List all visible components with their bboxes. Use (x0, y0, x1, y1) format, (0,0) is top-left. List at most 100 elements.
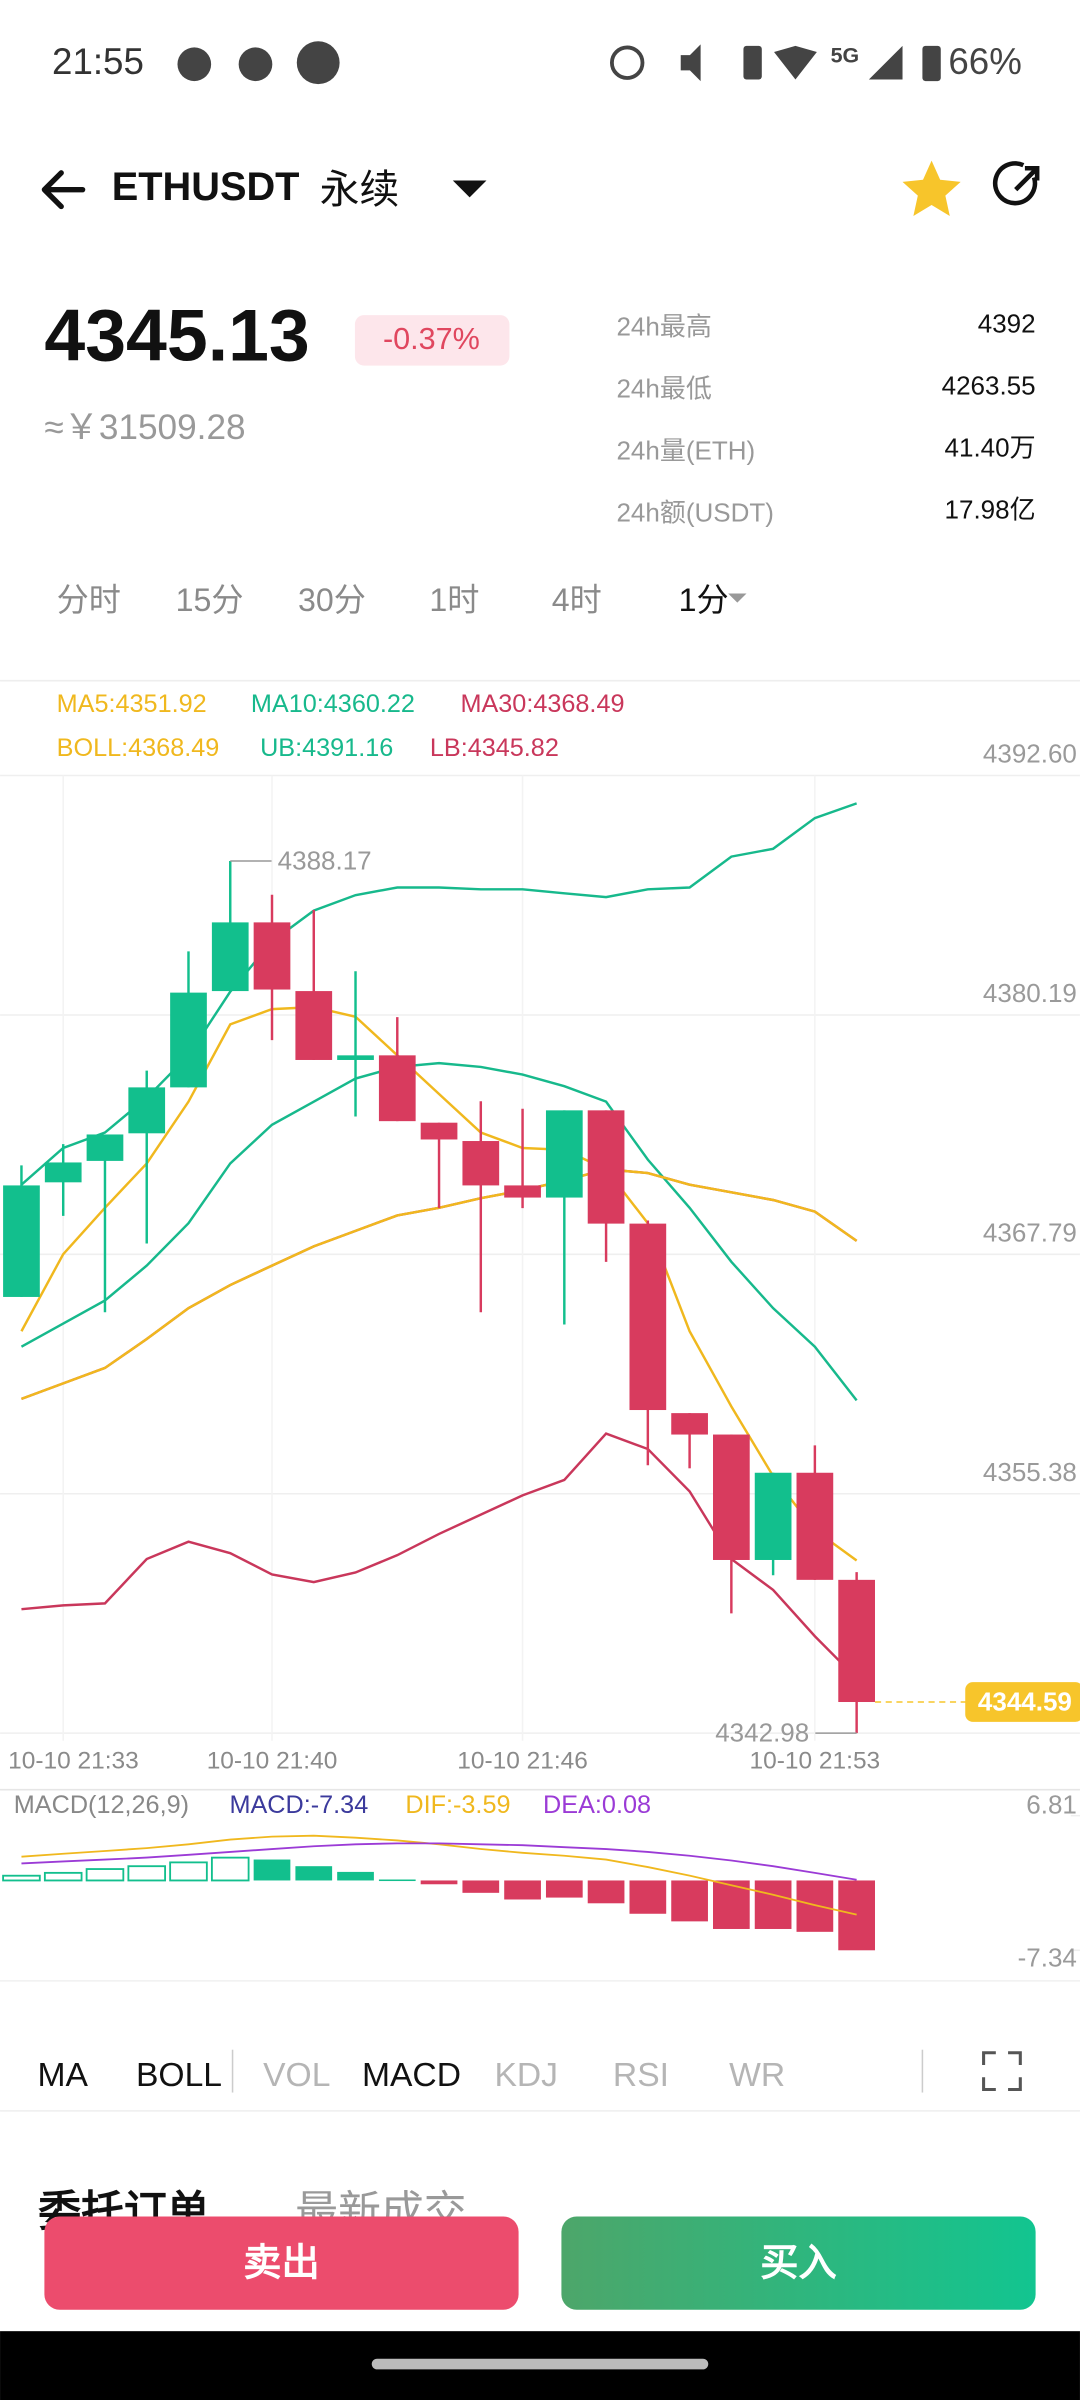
contract-type[interactable]: 永续 (320, 168, 400, 212)
candle-body (170, 992, 207, 1088)
last-price: 4345.13 (44, 294, 309, 376)
indicator-line (20, 1005, 858, 1562)
candle-body (713, 1434, 750, 1560)
candle-body (337, 1055, 374, 1060)
interval-tab[interactable]: 4时 (552, 582, 602, 618)
candle-body (462, 1141, 500, 1186)
candlestick-chart: 4392.604380.194367.794355.384342.9810-10… (0, 690, 1080, 1775)
candle-body (86, 1134, 124, 1161)
stat-label: 24h最高 (616, 312, 711, 342)
stats-panel: 24h最高 4392 24h最低 4263.55 24h量(ETH) 41.40万 24h额… (616, 309, 1035, 528)
indicator-tabs: MA BOLL VOL MACD KDJ RSI WR (38, 2057, 786, 2094)
indicator-line (20, 802, 858, 1186)
x-tick-label: 10-10 21:53 (750, 1748, 881, 1775)
interval-tab[interactable]: 30分 (298, 582, 366, 618)
legend-entry: DEA:0.08 (543, 1791, 651, 1819)
indicator-tab[interactable]: VOL (263, 2057, 330, 2094)
indicator-tab[interactable]: MA (38, 2057, 89, 2094)
candle-body (838, 1579, 875, 1703)
indicator-tab[interactable]: MACD (362, 2057, 461, 2094)
indicator-tab[interactable]: BOLL (136, 2057, 222, 2094)
macd-bar (295, 1866, 333, 1881)
sell-button[interactable]: 卖出 (44, 2216, 519, 2310)
status-network: 5G (831, 43, 860, 67)
candle-body (128, 1087, 166, 1134)
app-icon (177, 47, 212, 82)
candle-body (754, 1472, 792, 1560)
symbol-dropdown[interactable] (452, 180, 487, 198)
symbol[interactable]: ETHUSDT (112, 165, 300, 209)
candle-body (3, 1185, 40, 1297)
macd-bar (754, 1880, 792, 1929)
y-tick-label: 4367.79 (983, 1217, 1077, 1247)
macd-bar (796, 1880, 834, 1932)
candle-body (504, 1185, 541, 1198)
macd-bar (671, 1880, 708, 1922)
sell-label: 卖出 (243, 2241, 319, 2284)
alarm-icon (609, 45, 645, 80)
stat-value: 17.98亿 (945, 495, 1036, 525)
y-tick-label: 6.81 (1026, 1789, 1077, 1819)
interval-tab[interactable]: 1时 (429, 582, 479, 618)
candle-body (253, 922, 291, 990)
status-time: 21:55 (52, 41, 144, 82)
macd-bar (337, 1871, 374, 1881)
candle-body (671, 1413, 708, 1435)
buy-button[interactable]: 买入 (561, 2216, 1036, 2310)
status-battery: 66% (948, 41, 1021, 82)
indicator-tab[interactable]: RSI (613, 2057, 669, 2094)
macd-chart: 6.81 -7.34 MACD(12,26,9) MACD:-7.34 DIF:-3.5… (2, 1789, 1080, 1972)
battery-icon (922, 45, 941, 82)
y-tick-label: 4392.60 (983, 739, 1077, 769)
share-button[interactable] (992, 161, 1040, 206)
wifi-icon (774, 45, 817, 80)
macd-bar (378, 1879, 416, 1882)
stat-value: 4263.55 (942, 371, 1036, 401)
indicator-tab[interactable]: KDJ (494, 2057, 558, 2094)
y-tick-label: 4380.19 (983, 978, 1077, 1008)
y-tick-label: 4355.38 (983, 1457, 1077, 1487)
candle-body (44, 1162, 82, 1183)
indicator-tab[interactable]: WR (729, 2057, 785, 2094)
app-icon (296, 41, 340, 85)
macd-bar (253, 1859, 291, 1881)
share-circle (992, 161, 1038, 206)
sell-button-bg (44, 2216, 519, 2310)
interval-tab[interactable]: 分时 (57, 582, 121, 618)
home-indicator[interactable] (371, 2358, 709, 2370)
favorite-star[interactable] (902, 160, 961, 216)
macd-bar (462, 1880, 500, 1893)
back-button[interactable] (41, 170, 86, 210)
legend-entry: BOLL:4368.49 (57, 734, 220, 762)
candle-body (420, 1122, 458, 1140)
interval-tab[interactable]: 15分 (176, 582, 244, 618)
macd-bar (838, 1880, 875, 1951)
x-tick-label: 10-10 21:33 (8, 1748, 139, 1775)
candle-body (796, 1472, 834, 1580)
macd-bar (587, 1880, 625, 1904)
share-arrow (1014, 165, 1040, 192)
macd-bar (169, 1861, 208, 1882)
x-tick-label: 10-10 21:46 (457, 1748, 588, 1775)
buy-button-bg (561, 2216, 1036, 2310)
last-price-tag (965, 1682, 1080, 1722)
change-badge (354, 315, 510, 366)
stat-value: 4392 (978, 309, 1036, 339)
fullscreen-button[interactable] (982, 2051, 1022, 2092)
signal-icon (868, 45, 903, 80)
macd-bar (85, 1868, 125, 1882)
stat-label: 24h额(USDT) (616, 498, 773, 528)
candle-body (587, 1110, 625, 1224)
candle-body (629, 1223, 667, 1411)
mute-icon (680, 44, 701, 82)
macd-bar (43, 1871, 83, 1882)
fiat-price: ≈￥31509.28 (44, 408, 245, 447)
macd-bar (420, 1880, 458, 1885)
interval-dropdown[interactable] (728, 593, 747, 603)
stat-value: 41.40万 (945, 433, 1036, 463)
hd-icon (743, 45, 762, 80)
interval-tab[interactable]: 1分 (679, 582, 729, 618)
indicator-line (20, 1061, 858, 1402)
macd-bar (545, 1880, 583, 1898)
